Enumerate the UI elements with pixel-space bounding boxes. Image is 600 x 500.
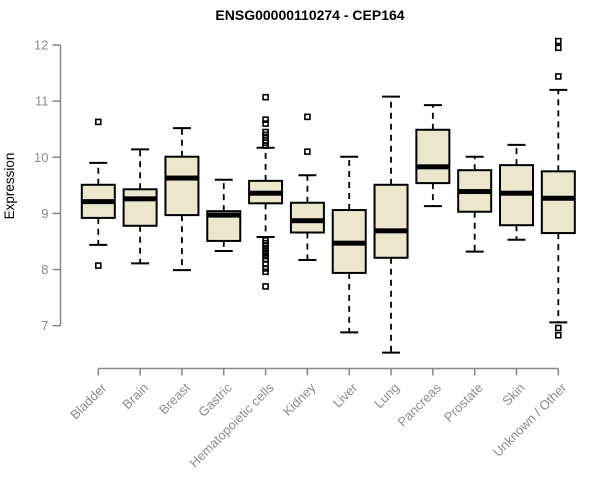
outlier-point bbox=[262, 283, 269, 290]
median-line bbox=[123, 196, 157, 202]
outlier-point bbox=[262, 249, 269, 257]
outlier-point bbox=[304, 148, 311, 155]
box-group bbox=[248, 93, 284, 290]
x-tick-label: Unknown / Other bbox=[490, 380, 570, 460]
x-tick-label: Pancreas bbox=[395, 380, 445, 430]
median-line bbox=[500, 190, 533, 196]
outlier-point bbox=[304, 113, 311, 121]
outlier-point bbox=[95, 118, 102, 126]
x-tick-label: Skin bbox=[499, 380, 527, 408]
median-line bbox=[416, 164, 450, 170]
x-tick-label: Prostate bbox=[441, 380, 486, 425]
median-line bbox=[165, 175, 199, 181]
iqr-box bbox=[540, 170, 576, 235]
outlier-point bbox=[262, 120, 269, 127]
chart-title: ENSG00000110274 - CEP164 bbox=[215, 7, 404, 23]
box-group bbox=[457, 155, 493, 253]
median-line bbox=[290, 218, 324, 224]
x-tick-label: Lung bbox=[371, 380, 402, 411]
box-group bbox=[540, 37, 576, 339]
median-line bbox=[249, 190, 283, 196]
box-group bbox=[164, 127, 200, 272]
outlier-point bbox=[262, 116, 269, 123]
x-tick-label: Gastric bbox=[195, 380, 235, 420]
box-group bbox=[289, 113, 325, 262]
iqr-box bbox=[122, 188, 158, 227]
outlier-point bbox=[262, 252, 269, 260]
boxes-layer bbox=[80, 37, 576, 354]
median-line bbox=[374, 228, 408, 234]
iqr-box bbox=[415, 128, 451, 185]
outlier-point bbox=[262, 93, 269, 101]
iqr-box bbox=[373, 183, 409, 259]
outlier-point bbox=[555, 73, 562, 80]
iqr-box bbox=[289, 201, 325, 234]
outlier-point bbox=[95, 262, 102, 269]
outlier-point bbox=[262, 242, 269, 250]
median-line bbox=[207, 212, 241, 218]
y-tick-label: 12 bbox=[34, 38, 48, 53]
y-tick-label: 11 bbox=[35, 94, 49, 109]
outlier-point bbox=[262, 265, 269, 272]
outlier-point bbox=[262, 142, 269, 149]
y-tick-label: 7 bbox=[41, 318, 48, 333]
outlier-point bbox=[555, 324, 562, 332]
box-group bbox=[373, 95, 409, 354]
box-group bbox=[122, 148, 158, 265]
outlier-point bbox=[262, 246, 269, 253]
box-group bbox=[415, 104, 451, 208]
y-tick-label: 8 bbox=[41, 262, 48, 277]
outlier-point bbox=[262, 268, 269, 276]
box-group bbox=[206, 178, 242, 253]
median-line bbox=[541, 195, 575, 201]
box-group bbox=[499, 143, 534, 241]
median-line bbox=[332, 240, 366, 246]
x-tick-label: Bladder bbox=[67, 380, 110, 423]
y-axis-title: Expression bbox=[2, 153, 17, 220]
y-tick-label: 9 bbox=[41, 206, 48, 221]
x-tick-label: Kidney bbox=[280, 380, 319, 419]
median-line bbox=[81, 199, 115, 205]
x-tick-label: Liver bbox=[330, 380, 361, 411]
outlier-point bbox=[555, 331, 562, 339]
median-line bbox=[458, 189, 492, 195]
y-tick-label: 10 bbox=[34, 150, 48, 165]
box-group bbox=[331, 155, 367, 334]
box-group bbox=[80, 118, 116, 269]
outlier-point bbox=[555, 37, 562, 45]
outlier-point bbox=[555, 44, 562, 52]
x-tick-label: Brain bbox=[119, 380, 151, 412]
x-tick-label: Breast bbox=[156, 380, 193, 417]
iqr-box bbox=[164, 155, 200, 217]
